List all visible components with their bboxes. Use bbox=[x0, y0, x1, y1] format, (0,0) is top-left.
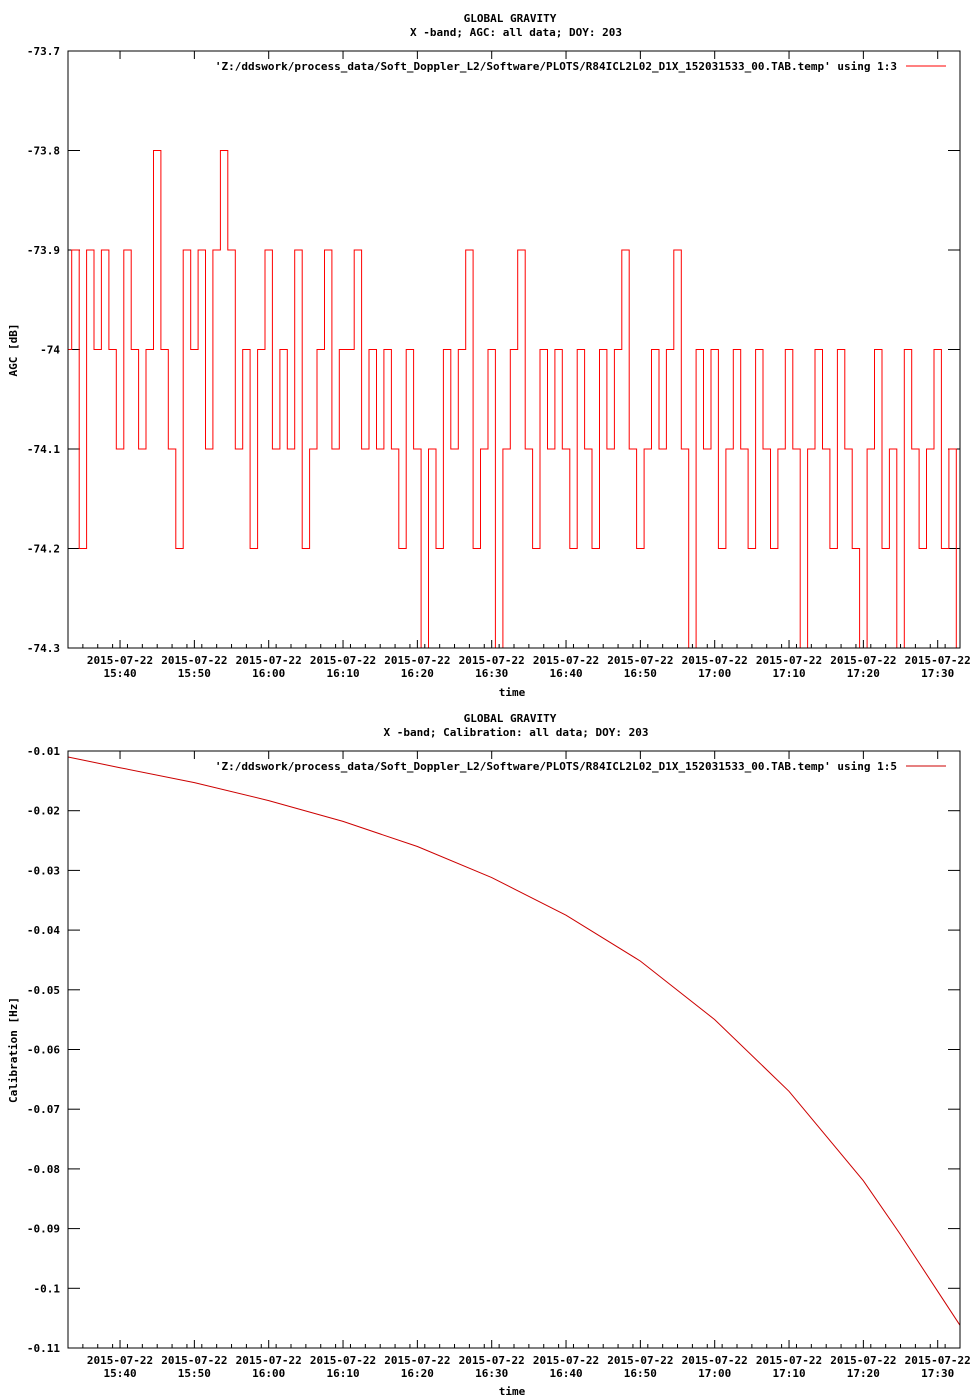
y-ticks: -0.01 -0.02 -0.03 -0.04 -0.05 -0.06 -0.07 -0.08… bbox=[27, 745, 960, 1355]
x-tick-time: 15:40 bbox=[103, 667, 136, 680]
x-tick-time: 17:10 bbox=[772, 1367, 805, 1380]
chart-subtitle: X -band; AGC: all data; DOY: 203 bbox=[410, 26, 622, 39]
x-axis-label: time bbox=[499, 686, 526, 699]
legend-label: 'Z:/ddswork/process_data/Soft_Doppler_L2… bbox=[215, 60, 897, 73]
x-tick-date: 2015-07-22 bbox=[607, 1354, 673, 1367]
x-tick-time: 16:50 bbox=[624, 1367, 657, 1380]
x-ticks: 2015-07-2215:402015-07-2215:502015-07-22… bbox=[67, 51, 971, 680]
x-tick-date: 2015-07-22 bbox=[830, 1354, 896, 1367]
x-tick-time: 17:30 bbox=[921, 1367, 954, 1380]
y-ticks: -73.7 -73.8 -73.9 -74 -74.1 -74.2 -74.3 bbox=[27, 45, 960, 655]
x-tick-time: 16:20 bbox=[401, 667, 434, 680]
series-line bbox=[67, 756, 961, 1326]
y-tick-label: -74.1 bbox=[27, 443, 60, 456]
x-tick-time: 17:00 bbox=[698, 667, 731, 680]
x-tick-date: 2015-07-22 bbox=[310, 1354, 376, 1367]
y-tick-label: -0.1 bbox=[34, 1282, 61, 1295]
y-tick-label: -0.11 bbox=[27, 1342, 60, 1355]
x-tick-date: 2015-07-22 bbox=[830, 654, 896, 667]
x-tick-date: 2015-07-22 bbox=[87, 1354, 153, 1367]
x-tick-date: 2015-07-22 bbox=[905, 654, 971, 667]
chart-title: GLOBAL GRAVITY bbox=[464, 12, 557, 25]
x-tick-date: 2015-07-22 bbox=[756, 1354, 822, 1367]
x-tick-date: 2015-07-22 bbox=[682, 1354, 748, 1367]
x-tick-time: 17:30 bbox=[921, 667, 954, 680]
x-tick-date: 2015-07-22 bbox=[533, 1354, 599, 1367]
y-tick-label: -0.04 bbox=[27, 924, 60, 937]
x-tick-date: 2015-07-22 bbox=[236, 654, 302, 667]
x-tick-date: 2015-07-22 bbox=[459, 1354, 525, 1367]
y-tick-label: -0.03 bbox=[27, 864, 60, 877]
y-tick-label: -0.02 bbox=[27, 805, 60, 818]
x-tick-time: 17:20 bbox=[847, 667, 880, 680]
x-axis-label: time bbox=[499, 1385, 526, 1398]
y-axis-label: AGC [dB] bbox=[7, 324, 20, 377]
x-tick-date: 2015-07-22 bbox=[533, 654, 599, 667]
y-tick-label: -74.2 bbox=[27, 543, 60, 556]
x-tick-date: 2015-07-22 bbox=[756, 654, 822, 667]
x-tick-time: 16:40 bbox=[549, 667, 582, 680]
y-tick-label: -0.01 bbox=[27, 745, 60, 758]
x-tick-date: 2015-07-22 bbox=[384, 654, 450, 667]
x-tick-date: 2015-07-22 bbox=[161, 1354, 227, 1367]
y-tick-label: -0.06 bbox=[27, 1044, 60, 1057]
x-tick-time: 16:10 bbox=[326, 667, 359, 680]
plot-frame bbox=[67, 750, 961, 1349]
x-tick-date: 2015-07-22 bbox=[905, 1354, 971, 1367]
x-tick-time: 16:10 bbox=[326, 1367, 359, 1380]
x-tick-time: 16:40 bbox=[549, 1367, 582, 1380]
chart-title: GLOBAL GRAVITY bbox=[464, 712, 557, 725]
x-tick-time: 16:00 bbox=[252, 1367, 285, 1380]
x-tick-time: 17:00 bbox=[698, 1367, 731, 1380]
x-tick-time: 16:30 bbox=[475, 667, 508, 680]
x-tick-time: 15:50 bbox=[178, 1367, 211, 1380]
y-tick-label: -0.07 bbox=[27, 1103, 60, 1116]
x-tick-time: 16:50 bbox=[624, 667, 657, 680]
y-tick-label: -0.05 bbox=[27, 984, 60, 997]
x-tick-date: 2015-07-22 bbox=[310, 654, 376, 667]
x-tick-date: 2015-07-22 bbox=[384, 1354, 450, 1367]
x-tick-time: 16:30 bbox=[475, 1367, 508, 1380]
agc-chart: GLOBAL GRAVITY X -band; AGC: all data; D… bbox=[7, 12, 971, 699]
x-tick-date: 2015-07-22 bbox=[161, 654, 227, 667]
y-axis-label: Calibration [Hz] bbox=[7, 997, 20, 1103]
series-line bbox=[68, 150, 960, 649]
calibration-chart: GLOBAL GRAVITY X -band; Calibration: all… bbox=[7, 712, 971, 1398]
y-tick-label: -73.8 bbox=[27, 145, 60, 158]
y-tick-label: -74 bbox=[40, 344, 60, 357]
y-tick-label: -73.7 bbox=[27, 45, 60, 58]
x-tick-date: 2015-07-22 bbox=[459, 654, 525, 667]
y-tick-label: -73.9 bbox=[27, 244, 60, 257]
y-tick-label: -0.08 bbox=[27, 1163, 60, 1176]
x-tick-time: 17:20 bbox=[847, 1367, 880, 1380]
x-tick-date: 2015-07-22 bbox=[236, 1354, 302, 1367]
x-tick-time: 16:00 bbox=[252, 667, 285, 680]
y-tick-label: -0.09 bbox=[27, 1223, 60, 1236]
x-tick-date: 2015-07-22 bbox=[682, 654, 748, 667]
legend-label: 'Z:/ddswork/process_data/Soft_Doppler_L2… bbox=[215, 760, 897, 773]
y-tick-label: -74.3 bbox=[27, 642, 60, 655]
x-tick-date: 2015-07-22 bbox=[607, 654, 673, 667]
x-tick-date: 2015-07-22 bbox=[87, 654, 153, 667]
x-tick-time: 15:40 bbox=[103, 1367, 136, 1380]
plot-frame bbox=[67, 50, 961, 649]
chart-subtitle: X -band; Calibration: all data; DOY: 203 bbox=[384, 726, 649, 739]
x-tick-time: 17:10 bbox=[772, 667, 805, 680]
x-ticks: 2015-07-2215:402015-07-2215:502015-07-22… bbox=[67, 751, 971, 1380]
x-tick-time: 15:50 bbox=[178, 667, 211, 680]
x-tick-time: 16:20 bbox=[401, 1367, 434, 1380]
